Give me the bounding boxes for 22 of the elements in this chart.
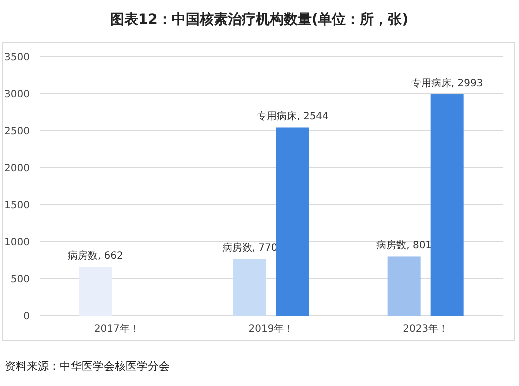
bar	[79, 267, 112, 316]
x-tick-label: 2023年！	[403, 323, 449, 335]
data-label: 病房数, 662	[68, 250, 124, 262]
y-tick-label: 1000	[4, 238, 30, 248]
y-tick-label: 0	[24, 312, 30, 322]
bar	[388, 256, 421, 316]
y-tick-label: 500	[10, 274, 30, 286]
y-tick-label: 3000	[4, 90, 30, 100]
text: 资料来源：中华医学会核医学分会	[5, 360, 170, 373]
y-tick-label: 2000	[4, 164, 30, 174]
x-tick-label: 2017年！	[94, 323, 140, 335]
bar	[276, 128, 310, 316]
y-tick-label: 1500	[4, 200, 30, 212]
bar	[234, 259, 266, 316]
chart-title: 图表12：中国核素治疗机构数量(单位：所，张)	[110, 11, 409, 28]
y-tick-label: 2500	[4, 126, 30, 138]
data-label: 病房数, 801	[376, 240, 432, 252]
data-label: 专用病床, 2993	[411, 78, 484, 90]
bar	[430, 94, 464, 316]
x-tick-label: 2019年！	[248, 323, 294, 335]
data-label: 专用病床, 2544	[257, 110, 329, 123]
y-tick-label: 3500	[4, 52, 30, 64]
